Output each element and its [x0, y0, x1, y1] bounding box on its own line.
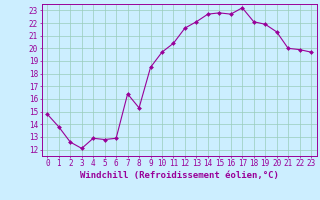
- X-axis label: Windchill (Refroidissement éolien,°C): Windchill (Refroidissement éolien,°C): [80, 171, 279, 180]
